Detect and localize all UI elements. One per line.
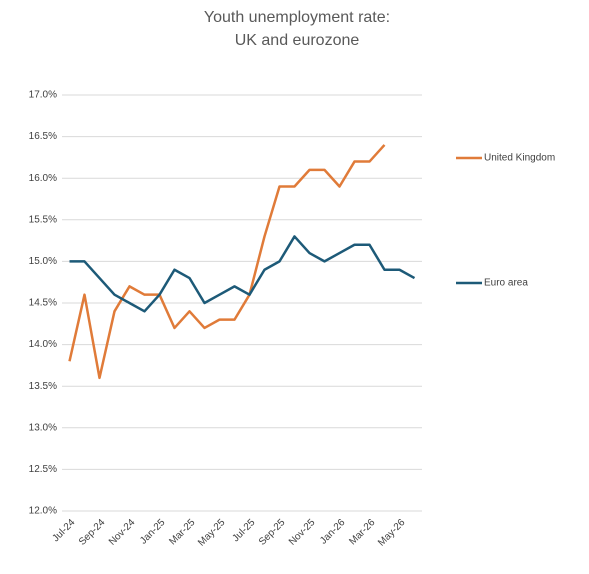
y-tick-label: 16.0% (29, 173, 57, 184)
y-tick-label: 13.0% (29, 422, 57, 433)
x-tick-label: Sep-24 (77, 517, 108, 548)
x-tick-label: May-26 (376, 517, 408, 549)
x-tick-label: Jan-25 (138, 517, 168, 547)
y-tick-label: 12.0% (29, 506, 57, 517)
x-tick-label: Jul-24 (50, 517, 77, 544)
x-tick-label: Jan-26 (318, 517, 348, 547)
y-tick-label: 15.5% (29, 214, 57, 225)
y-tick-label: 12.5% (29, 464, 57, 475)
y-tick-label: 13.5% (29, 381, 57, 392)
x-tick-label: Mar-25 (167, 517, 197, 547)
y-tick-label: 14.5% (29, 298, 57, 309)
y-tick-label: 17.0% (29, 90, 57, 101)
x-tick-label: Mar-26 (347, 517, 377, 547)
series-line (69, 235, 416, 313)
y-tick-label: 14.0% (29, 339, 57, 350)
chart-title: UK and eurozone (235, 32, 360, 49)
legend-label: United Kingdom (484, 153, 555, 164)
y-tick-label: 16.5% (29, 131, 57, 142)
x-tick-label: Jul-25 (230, 517, 257, 544)
x-tick-label: Sep-25 (257, 517, 288, 548)
x-tick-label: Nov-24 (107, 517, 138, 548)
legend-label: Euro area (484, 278, 528, 289)
x-tick-label: May-25 (196, 517, 228, 549)
y-tick-label: 15.0% (29, 256, 57, 267)
chart-title: Youth unemployment rate: (204, 9, 390, 26)
x-tick-label: Nov-25 (287, 517, 318, 548)
